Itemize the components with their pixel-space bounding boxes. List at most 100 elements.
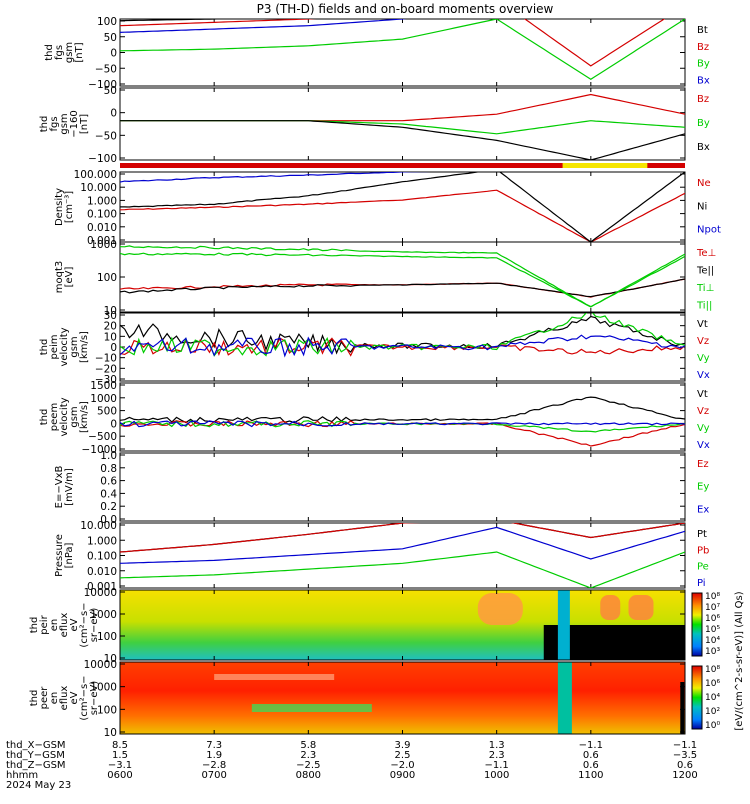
ylabel-line: peer [39, 686, 50, 710]
ylabel-line: eflux [59, 613, 70, 638]
ylabel-line: fgs [54, 45, 65, 60]
legend-vy: Vy [697, 423, 710, 434]
ylabel-p1: thd fgs gsm [nT] [44, 42, 85, 63]
ylabel-line: peir [39, 614, 50, 634]
ylabel-p9: thd peir en eflux eV (cm²−s− sr−eV) [29, 602, 100, 647]
ylabel-line: [km/s] [79, 401, 90, 433]
ephem-time: 0700 [201, 770, 226, 781]
legend-pe: Pe [697, 562, 709, 573]
colorbar-tick: 10³ [705, 647, 720, 657]
panel-frame-p6 [119, 382, 686, 452]
spectrogram-gap [557, 590, 570, 660]
ylabel-line: eV [69, 691, 80, 704]
ylabel-line: moqt3 [54, 261, 65, 294]
plot-title: P3 (TH-D) fields and on-board moments ov… [257, 2, 554, 16]
legend-pb: Pb [697, 545, 709, 556]
ylabel-line: [km/s] [79, 331, 90, 363]
spectrogram-p10 [120, 662, 685, 734]
ephem-y: −3.5 [673, 750, 697, 761]
legend-by: By [697, 118, 710, 129]
panel-p9: 10000 1000 100 10 thd peir en eflux eV (cm²−s− sr−… [29, 587, 686, 665]
ylabel-line: thd [44, 44, 55, 61]
ephem-x: 7.3 [206, 740, 222, 751]
ephem-y: 2.3 [489, 750, 505, 761]
ytick-label: −100 [88, 153, 117, 165]
ylabel-line: [cm⁻³] [64, 191, 75, 223]
ytick-label: 0 [110, 108, 117, 120]
legend-ni: Ni [697, 201, 707, 212]
ylabel-line: [nT] [79, 114, 90, 134]
panel-p4: 1000 100 10 moqt3 [eV] Te⊥ Te|| Ti⊥ Ti|| [54, 239, 716, 317]
ephem-row-label: thd_Z−GSM [6, 760, 66, 771]
ytick-label: 0 [110, 48, 117, 60]
colorbar-tick: 10⁰ [705, 721, 720, 731]
ytick-label: 0.100 [87, 209, 117, 221]
colorbar-tick: 10⁴ [705, 636, 720, 646]
ytick-label: 1.0 [100, 450, 117, 462]
panel-frame-p8 [119, 522, 686, 589]
ytick-label: −20 [95, 363, 117, 375]
ylabel-line: E=−VxB [54, 466, 65, 509]
series-p1-bz [120, 19, 666, 67]
ephem-y: 1.9 [206, 750, 222, 761]
legend-vz: Vz [697, 336, 709, 347]
ylabel-line: sr−eV) [89, 608, 100, 643]
colorbar-tick: 10⁶ [705, 679, 720, 689]
ytick-label: 1000 [90, 393, 117, 405]
colorbar-tick: 10⁸ [705, 592, 720, 602]
ytick-label: 0.8 [100, 463, 117, 475]
ylabel-line: gsm [69, 406, 80, 427]
ylabel-line: Density [54, 188, 65, 226]
ephem-x: −1.1 [579, 740, 603, 751]
ytick-label: 30 [104, 310, 117, 322]
ytick-label: 100 [97, 16, 117, 28]
ephem-time: 1100 [578, 770, 603, 781]
ytick-label: 50 [104, 85, 117, 97]
spectrogram-blob [628, 595, 654, 620]
ytick-label: 0.100 [87, 551, 117, 563]
colorbar-tick: 10⁶ [705, 614, 720, 624]
ephem-row-label: hhmm [6, 770, 38, 781]
ytick-label: 10000 [84, 659, 117, 671]
spectrogram-blob [600, 595, 621, 620]
ylabel-line: [nT] [74, 42, 85, 62]
ytick-label: 1000 [90, 609, 117, 621]
legend-bz: Bz [697, 42, 709, 53]
series-p4-ti|| [120, 252, 685, 308]
ylabel-line: thd [39, 409, 50, 426]
legend-ex: Ex [697, 504, 709, 515]
ylabel-p10: thd peer en eflux eV (cm²−s− sr−eV) [29, 675, 100, 720]
ytick-label: 0.6 [100, 476, 117, 488]
panel-p2: 50 0 −50 −100 thd fgs gsm −160 [nT] Bz By Bx [39, 85, 710, 165]
colorbar-ion [691, 592, 703, 657]
colorbar-tick: 10⁷ [705, 603, 720, 613]
series-p5-vz [120, 337, 685, 357]
series-p8-pb [120, 523, 685, 553]
ephem-x: 3.9 [395, 740, 411, 751]
ytick-label: 100 [97, 272, 117, 284]
ephem-x: −1.1 [673, 740, 697, 751]
series-p1-by [120, 19, 685, 81]
colorbar-tick: 10⁸ [705, 665, 720, 675]
panel-frame-p7 [119, 452, 686, 522]
legend-vx: Vx [697, 440, 710, 451]
ephem-z: 0.6 [583, 760, 599, 771]
spectrogram-band [214, 674, 335, 680]
ephem-x: 8.5 [112, 740, 128, 751]
ephem-y: 1.5 [112, 750, 128, 761]
ylabel-line: Pressure [54, 534, 65, 577]
ephem-z: −2.5 [296, 760, 320, 771]
ephem-z: 0.6 [677, 760, 693, 771]
legend-vx: Vx [697, 370, 710, 381]
legend-by: By [697, 59, 710, 70]
ylabel-p8: Pressure [nPa] [54, 534, 75, 577]
ytick-label: 0 [110, 418, 117, 430]
ytick-label: 0.010 [87, 566, 117, 578]
ytick-label: 100 [97, 631, 117, 643]
ytick-label: 50 [104, 32, 117, 44]
spectrogram-blob [477, 593, 523, 625]
ephem-x: 1.3 [489, 740, 505, 751]
